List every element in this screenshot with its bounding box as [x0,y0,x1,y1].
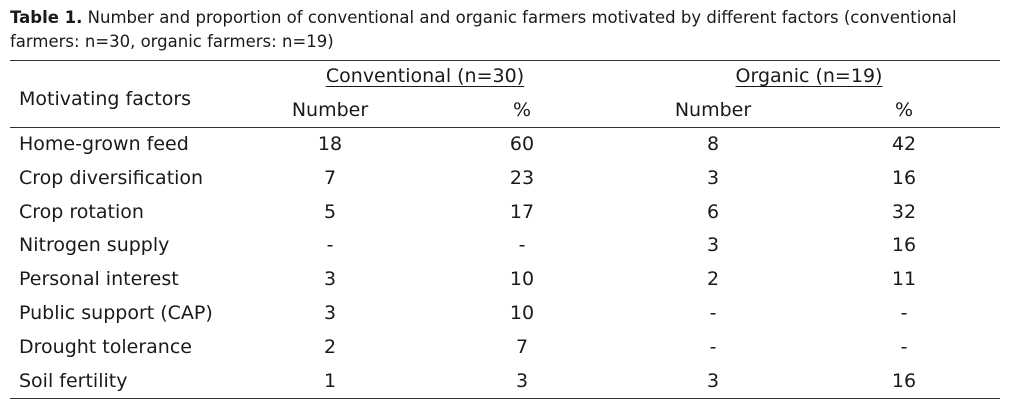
conventional-number-cell: 2 [323,336,337,358]
organic-percent-cell: 32 [891,201,917,223]
factor-cell: Home-grown feed [19,133,189,155]
organic-percent-cell: 16 [891,370,917,392]
organic-percent-cell: - [900,336,908,358]
conventional-number-cell: - [326,234,334,256]
factor-cell: Drought tolerance [19,336,192,358]
conventional-number-cell: 3 [323,302,337,324]
factor-cell: Crop diversification [19,167,204,189]
conventional-percent-cell: 17 [509,201,535,223]
header-organic-number: Number [674,99,752,121]
factor-cell: Personal interest [19,268,179,290]
header-motivating-factors: Motivating factors [19,88,192,110]
header-group-conventional: Conventional (n=30) [325,65,525,87]
factor-cell: Crop rotation [19,201,144,223]
organic-number-cell: 3 [706,370,720,392]
organic-percent-cell: 16 [891,167,917,189]
conventional-percent-cell: 60 [509,133,535,155]
organic-number-cell: - [709,336,717,358]
header-conventional-percent: % [512,99,532,121]
factor-cell: Nitrogen supply [19,234,170,256]
header-conventional-number: Number [291,99,369,121]
organic-percent-cell: 42 [891,133,917,155]
factor-cell: Soil fertility [19,370,128,392]
factor-cell: Public support (CAP) [19,302,213,324]
conventional-percent-cell: 23 [509,167,535,189]
table-caption: Table 1. Number and proportion of conven… [10,6,1014,54]
conventional-percent-cell: 7 [515,336,529,358]
conventional-percent-cell: 10 [509,302,535,324]
conventional-number-cell: 3 [323,268,337,290]
organic-number-cell: - [709,302,717,324]
conventional-number-cell: 18 [317,133,343,155]
header-rule [10,127,1000,128]
organic-number-cell: 6 [706,201,720,223]
header-organic-percent: % [894,99,914,121]
conventional-percent-cell: 10 [509,268,535,290]
table-caption-text: Number and proportion of conventional an… [10,8,957,51]
conventional-percent-cell: 3 [515,370,529,392]
bottom-rule [10,398,1000,399]
header-group-organic: Organic (n=19) [735,65,883,87]
organic-number-cell: 8 [706,133,720,155]
organic-number-cell: 2 [706,268,720,290]
organic-percent-cell: 11 [891,268,917,290]
organic-percent-cell: 16 [891,234,917,256]
conventional-number-cell: 7 [323,167,337,189]
top-rule [10,60,1000,61]
organic-percent-cell: - [900,302,908,324]
table-caption-label: Table 1. [10,8,83,27]
conventional-number-cell: 5 [323,201,337,223]
conventional-number-cell: 1 [323,370,337,392]
organic-number-cell: 3 [706,234,720,256]
organic-number-cell: 3 [706,167,720,189]
conventional-percent-cell: - [518,234,526,256]
